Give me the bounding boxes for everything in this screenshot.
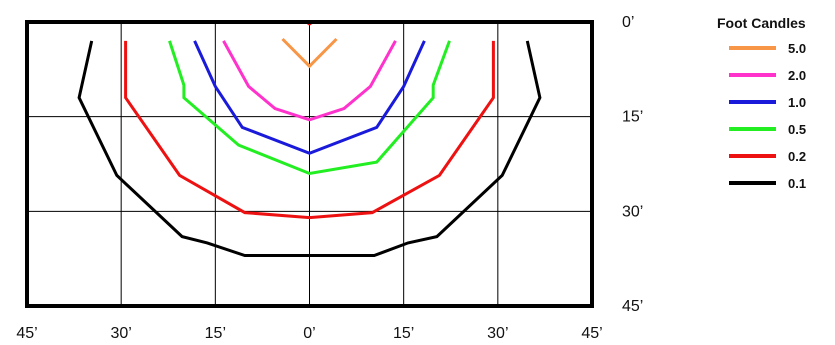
curves [77, 37, 542, 257]
legend-label: 0.1 [788, 176, 806, 191]
curve-2-0 [222, 40, 397, 122]
legend-label: 0.2 [788, 149, 806, 164]
y-tick-label: 30’ [622, 203, 643, 220]
y-tick-label: 45’ [622, 298, 643, 315]
legend-label: 2.0 [788, 68, 806, 83]
x-tick-label: 30’ [110, 325, 131, 342]
y-axis-ticks: 0’ 15’ 30’ 45’ [622, 14, 643, 315]
plot-frame [25, 20, 594, 308]
curve-0-1 [77, 40, 542, 257]
curve-1-0 [193, 40, 426, 155]
curve-0-2 [124, 40, 495, 220]
x-tick-label: 30’ [487, 325, 508, 342]
y-tick-label: 0’ [622, 14, 634, 31]
y-tick-label: 15’ [622, 109, 643, 126]
curve-5-0 [281, 37, 338, 69]
x-axis-ticks: 45’ 30’ 15’ 0’ 15’ 30’ 45’ [16, 325, 602, 342]
x-tick-label: 45’ [581, 325, 602, 342]
x-tick-label: 15’ [393, 325, 414, 342]
legend: Foot Candles 5.0 2.0 1.0 0.5 0.2 0.1 [717, 15, 806, 191]
legend-label: 5.0 [788, 41, 806, 56]
x-tick-label: 0’ [303, 325, 315, 342]
legend-title: Foot Candles [717, 15, 806, 31]
legend-label: 0.5 [788, 122, 806, 137]
x-tick-label: 15’ [205, 325, 226, 342]
legend-label: 1.0 [788, 95, 806, 110]
x-tick-label: 45’ [16, 325, 37, 342]
grid [27, 22, 592, 306]
curve-0-5 [168, 40, 451, 176]
